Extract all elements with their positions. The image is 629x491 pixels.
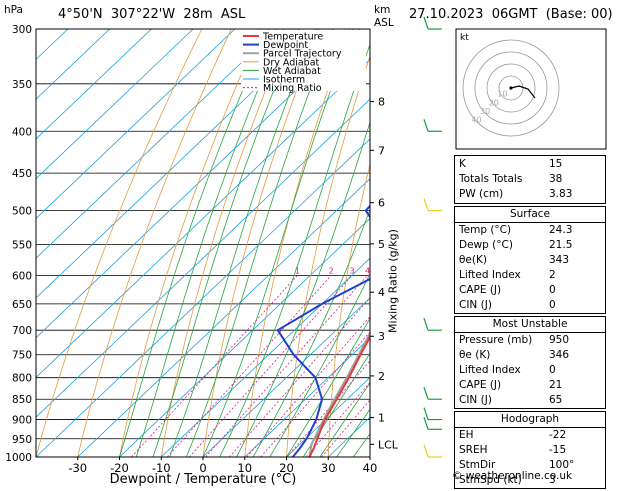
surface-row: CIN (J)0 <box>455 298 605 313</box>
pressure-tick-label: 800 <box>12 373 32 385</box>
km-tick-label: 7 <box>378 144 385 157</box>
surface-row: CAPE (J)0 <box>455 283 605 298</box>
most-unstable-title: Most Unstable <box>455 317 605 333</box>
hodograph-unit-label: kt <box>460 33 469 43</box>
header-datetime: 27.10.2023 06GMT (Base: 00) <box>409 7 613 22</box>
km-tick-label: 4 <box>378 286 385 299</box>
hodograph-trace <box>511 86 535 98</box>
mixing-ratio-label: 1 <box>295 266 300 275</box>
mu-row: CIN (J)65 <box>455 393 605 408</box>
mixing-ratio-line <box>247 275 407 457</box>
hodograph-title: Hodograph <box>455 412 605 428</box>
mixing-ratio-label: 4 <box>365 266 370 275</box>
legend-label: Mixing Ratio <box>263 83 322 94</box>
pressure-tick-label: 550 <box>12 239 32 251</box>
surface-row: θe(K)343 <box>455 253 605 268</box>
header-location: 4°50'N 307°22'W 28m ASL <box>58 7 245 22</box>
km-tick-label: 3 <box>378 330 385 343</box>
isotherm-line <box>0 29 68 457</box>
mixing-ratio-label: 8 <box>404 266 409 275</box>
pressure-tick-label: 750 <box>12 350 32 362</box>
wind-barb-flag <box>424 318 428 330</box>
mu-row: CAPE (J)21 <box>455 378 605 393</box>
pressure-tick-label: 700 <box>12 325 32 337</box>
mixing-ratio-label: 3 <box>350 266 355 275</box>
mixing-ratio-line <box>206 275 368 457</box>
pressure-tick-label: 1000 <box>5 452 32 464</box>
mu-row: Pressure (mb)950 <box>455 333 605 348</box>
pressure-tick-label: 850 <box>12 394 32 406</box>
km-tick-label: 8 <box>378 96 385 109</box>
pressure-tick-label: 500 <box>12 206 32 218</box>
isotherm-line <box>0 29 402 457</box>
header-asl: ASL <box>374 17 394 29</box>
pressure-tick-label: 350 <box>12 79 32 91</box>
wet-adiabat-line <box>136 29 283 457</box>
hodograph-ring-label: 40 <box>471 116 481 125</box>
mixing-ratio-line <box>229 275 390 457</box>
wind-barb-flag <box>424 199 428 211</box>
mixing-ratio-label: 10 <box>415 266 425 275</box>
surface-row: Dewp (°C)21.5 <box>455 238 605 253</box>
mixing-ratio-axis-label: Mixing Ratio (g/kg) <box>387 229 400 333</box>
header-hpa: hPa <box>4 4 23 16</box>
pressure-tick-label: 300 <box>12 24 32 36</box>
dry-adiabat-line <box>120 29 262 457</box>
surface-title: Surface <box>455 207 605 223</box>
wind-barb-flag <box>424 387 428 399</box>
hodo-row: SREH-15 <box>455 443 605 458</box>
index-row-pw: PW (cm)3.83 <box>455 187 605 202</box>
wind-barb-flag <box>424 445 428 457</box>
header-km: km <box>374 4 390 16</box>
skewt-axes: 300 350 400 450 500 550 600 650 700 750 800 850 900 9… <box>5 24 399 475</box>
pressure-tick-label: 900 <box>12 415 32 427</box>
km-tick-label: 1 <box>378 412 385 425</box>
isotherm-line <box>36 29 485 457</box>
mixing-ratio-label: 15 <box>439 266 449 275</box>
isotherm-line <box>0 29 235 457</box>
mixing-ratio-line <box>167 275 331 457</box>
mu-row: θe (K)346 <box>455 348 605 363</box>
pressure-tick-label: 600 <box>12 270 32 282</box>
surface-box: Surface Temp (°C)24.3 Dewp (°C)21.5 θe(K… <box>454 206 606 314</box>
km-tick-label: 6 <box>378 197 385 210</box>
surface-row: Temp (°C)24.3 <box>455 223 605 238</box>
mixing-ratio-label: 2 <box>329 266 334 275</box>
x-axis-label: Dewpoint / Temperature (°C) <box>36 472 370 487</box>
km-tick-label: 5 <box>378 238 385 251</box>
hodograph-storm-marker <box>509 86 512 89</box>
most-unstable-box: Most Unstable Pressure (mb)950 θe (K)346… <box>454 316 606 409</box>
pressure-tick-label: 400 <box>12 126 32 138</box>
hodo-row: EH-22 <box>455 428 605 443</box>
hodograph-frame <box>456 29 606 149</box>
dry-adiabat-line <box>78 29 232 457</box>
pressure-tick-label: 450 <box>12 168 32 180</box>
wind-barb-flag <box>424 119 428 131</box>
copyright-text: © weatheronline.co.uk <box>452 470 572 482</box>
wind-barbs <box>424 17 442 457</box>
km-tick-label: LCL <box>378 438 399 451</box>
km-tick-label: 2 <box>378 370 385 383</box>
pressure-tick-label: 950 <box>12 434 32 446</box>
pressure-tick-label: 650 <box>12 299 32 311</box>
